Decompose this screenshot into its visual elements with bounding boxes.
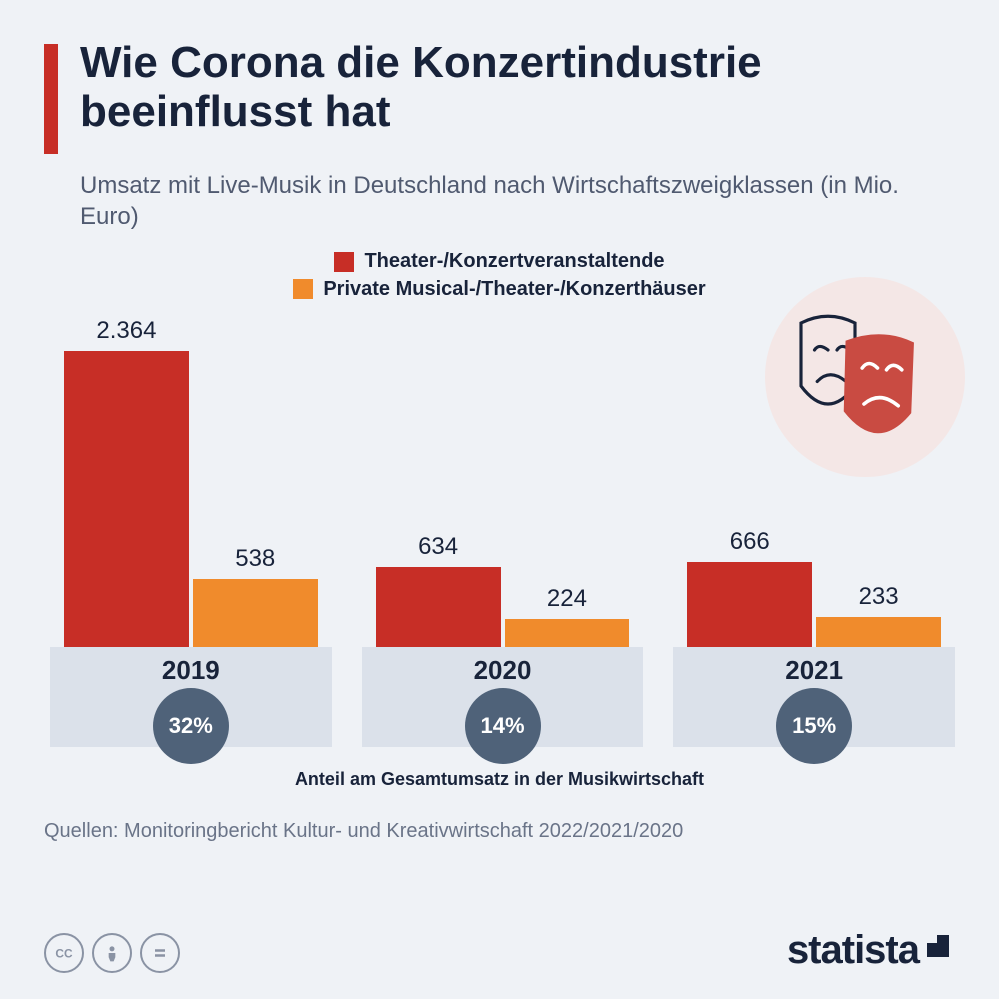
- group-base: 2021 15%: [673, 647, 955, 747]
- subtitle: Umsatz mit Live-Musik in Deutschland nac…: [80, 170, 955, 232]
- bar-series1: 2.364: [64, 317, 189, 647]
- year-group: 666 233 2021 15%: [673, 317, 955, 747]
- bar-rect: [687, 562, 812, 647]
- bars-area: 634 224: [362, 317, 644, 647]
- bar-rect: [816, 617, 941, 647]
- year-group: 634 224 2020 14%: [362, 317, 644, 747]
- chart-area: 2.364 538 2019 32% 634 224 2020 14%: [44, 317, 955, 790]
- year-label: 2020: [362, 647, 644, 686]
- brand-text: statista: [787, 928, 919, 973]
- infographic-container: Wie Corona die Konzertindustrie beeinflu…: [0, 0, 999, 999]
- bar-rect: [193, 579, 318, 647]
- bar-value-label: 634: [418, 533, 458, 561]
- bar-groups: 2.364 538 2019 32% 634 224 2020 14%: [44, 317, 955, 747]
- legend-swatch-1: [334, 252, 354, 272]
- bar-series2: 233: [816, 317, 941, 647]
- percent-circle: 15%: [776, 688, 852, 764]
- year-group: 2.364 538 2019 32%: [50, 317, 332, 747]
- percent-circle: 14%: [465, 688, 541, 764]
- percent-circle: 32%: [153, 688, 229, 764]
- source-line: Quellen: Monitoringbericht Kultur- und K…: [44, 820, 955, 843]
- group-base: 2019 32%: [50, 647, 332, 747]
- chart-caption: Anteil am Gesamtumsatz in der Musikwirts…: [44, 769, 955, 790]
- legend-label-1: Theater-/Konzertveranstaltende: [364, 250, 664, 273]
- cc-icon: CC: [44, 933, 84, 973]
- by-icon: [92, 933, 132, 973]
- title-block: Wie Corona die Konzertindustrie beeinflu…: [44, 38, 955, 154]
- brand-logo: statista: [787, 928, 955, 973]
- group-base: 2020 14%: [362, 647, 644, 747]
- legend-label-2: Private Musical-/Theater-/Konzerthäuser: [323, 278, 705, 301]
- bar-value-label: 538: [235, 545, 275, 573]
- bar-series2: 538: [193, 317, 318, 647]
- year-label: 2019: [50, 647, 332, 686]
- svg-text:CC: CC: [55, 947, 73, 961]
- nd-icon: [140, 933, 180, 973]
- bar-rect: [376, 567, 501, 647]
- bar-value-label: 233: [859, 583, 899, 611]
- bars-area: 666 233: [673, 317, 955, 647]
- bar-rect: [64, 351, 189, 647]
- accent-bar: [44, 44, 58, 154]
- bar-series1: 666: [687, 317, 812, 647]
- title-text: Wie Corona die Konzertindustrie beeinflu…: [80, 38, 955, 154]
- bar-series1: 634: [376, 317, 501, 647]
- bar-value-label: 666: [730, 528, 770, 556]
- license-icons: CC: [44, 933, 180, 973]
- main-title: Wie Corona die Konzertindustrie beeinflu…: [80, 38, 955, 137]
- bars-area: 2.364 538: [50, 317, 332, 647]
- bar-value-label: 224: [547, 585, 587, 613]
- brand-dot-icon: [921, 928, 955, 973]
- year-label: 2021: [673, 647, 955, 686]
- bar-rect: [505, 619, 630, 647]
- bar-value-label: 2.364: [96, 317, 156, 345]
- bar-series2: 224: [505, 317, 630, 647]
- footer: CC statista: [44, 928, 955, 973]
- legend-swatch-2: [293, 279, 313, 299]
